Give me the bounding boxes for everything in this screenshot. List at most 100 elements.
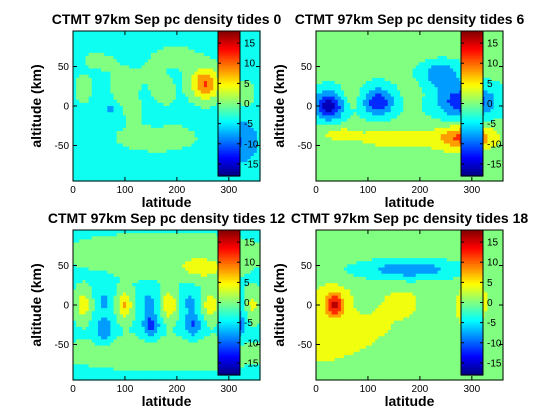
heatmap-cell: [247, 40, 252, 45]
heatmap-cell: [157, 121, 161, 126]
heatmap-cell: [487, 52, 492, 57]
heatmap-cell: [91, 156, 96, 160]
heatmap-cell: [116, 165, 121, 170]
heatmap-cell: [119, 46, 124, 51]
heatmap-cell: [150, 112, 155, 116]
heatmap-cell: [110, 68, 115, 73]
heatmap-cell: [129, 156, 133, 160]
heatmap-cell: [113, 174, 118, 179]
colorbar-swatch: [218, 137, 240, 141]
heatmap-cell: [418, 74, 423, 79]
heatmap-cell: [163, 177, 168, 182]
heatmap-cell: [397, 49, 401, 54]
heatmap-cell: [182, 52, 186, 57]
heatmap-cell: [372, 124, 376, 129]
heatmap-cell: [88, 152, 93, 157]
heatmap-cell: [169, 115, 174, 120]
heatmap-cell: [431, 43, 436, 48]
heatmap-cell: [125, 134, 130, 138]
heatmap-cell: [247, 143, 252, 148]
heatmap-cell: [73, 127, 77, 132]
heatmap-cell: [122, 77, 127, 82]
heatmap-cell: [197, 168, 202, 173]
heatmap-cell: [440, 81, 445, 85]
heatmap-cell: [425, 49, 429, 54]
heatmap-cell: [210, 112, 214, 116]
heatmap-cell: [94, 46, 99, 51]
colorbar-swatch: [218, 98, 240, 102]
heatmap-cell: [412, 102, 417, 107]
heatmap-cell: [154, 106, 158, 110]
heatmap-cell: [132, 174, 136, 179]
heatmap-cell: [104, 34, 108, 38]
heatmap-cell: [247, 62, 252, 66]
heatmap-cell: [213, 137, 217, 141]
heatmap-cell: [113, 140, 118, 145]
heatmap-cell: [172, 71, 177, 76]
heatmap-cell: [225, 174, 230, 179]
heatmap-cell: [325, 109, 330, 113]
heatmap-cell: [191, 65, 196, 70]
heatmap-cell: [169, 134, 174, 138]
heatmap-cell: [119, 43, 124, 48]
heatmap-cell: [129, 124, 133, 129]
heatmap-cell: [496, 87, 501, 91]
heatmap-cell: [490, 81, 495, 85]
heatmap-cell: [450, 40, 454, 45]
heatmap-cell: [101, 71, 105, 76]
heatmap-cell: [163, 49, 168, 54]
heatmap-cell: [397, 124, 401, 129]
heatmap-cell: [356, 115, 361, 120]
heatmap-cell: [368, 37, 373, 41]
heatmap-cell: [157, 99, 161, 104]
heatmap-cell: [94, 102, 99, 107]
heatmap-cell: [334, 77, 339, 82]
heatmap-cell: [409, 90, 414, 95]
heatmap-cell: [431, 115, 436, 120]
heatmap-cell: [250, 140, 255, 145]
heatmap-cell: [322, 115, 326, 120]
heatmap-cell: [163, 77, 168, 82]
heatmap-cell: [79, 43, 83, 48]
heatmap-cell: [197, 149, 202, 154]
heatmap-cell: [250, 68, 255, 73]
heatmap-cell: [132, 162, 136, 166]
heatmap-cell: [412, 93, 417, 98]
heatmap-cell: [101, 68, 105, 73]
heatmap-cell: [175, 165, 180, 170]
heatmap-cell: [316, 59, 320, 63]
heatmap-cell: [97, 93, 102, 98]
heatmap-cell: [316, 81, 320, 85]
heatmap-cell: [125, 62, 130, 66]
heatmap-cell: [319, 118, 323, 123]
heatmap-cell: [141, 162, 146, 166]
heatmap-cell: [144, 34, 149, 38]
heatmap-cell: [328, 96, 333, 101]
heatmap-cell: [384, 77, 389, 82]
heatmap-cell: [138, 49, 143, 54]
heatmap-cell: [172, 174, 177, 179]
heatmap-cell: [415, 87, 420, 91]
heatmap-cell: [446, 40, 451, 45]
heatmap-cell: [446, 96, 451, 101]
heatmap-cell: [166, 37, 171, 41]
heatmap-cell: [110, 115, 115, 120]
heatmap-cell: [203, 43, 208, 48]
heatmap-cell: [356, 106, 361, 110]
colorbar-swatch: [218, 76, 240, 80]
heatmap-cell: [160, 34, 164, 38]
heatmap-cell: [94, 171, 99, 176]
heatmap-cell: [116, 62, 121, 66]
heatmap-cell: [135, 149, 140, 154]
heatmap-cell: [344, 84, 348, 88]
heatmap-cell: [182, 106, 186, 110]
heatmap-cell: [387, 118, 392, 123]
heatmap-cell: [200, 62, 205, 66]
heatmap-cell: [418, 93, 423, 98]
heatmap-cell: [157, 162, 161, 166]
heatmap-cell: [147, 143, 152, 148]
heatmap-cell: [188, 56, 193, 60]
heatmap-cell: [79, 174, 83, 179]
heatmap-cell: [403, 90, 407, 95]
heatmap-cell: [154, 40, 158, 45]
